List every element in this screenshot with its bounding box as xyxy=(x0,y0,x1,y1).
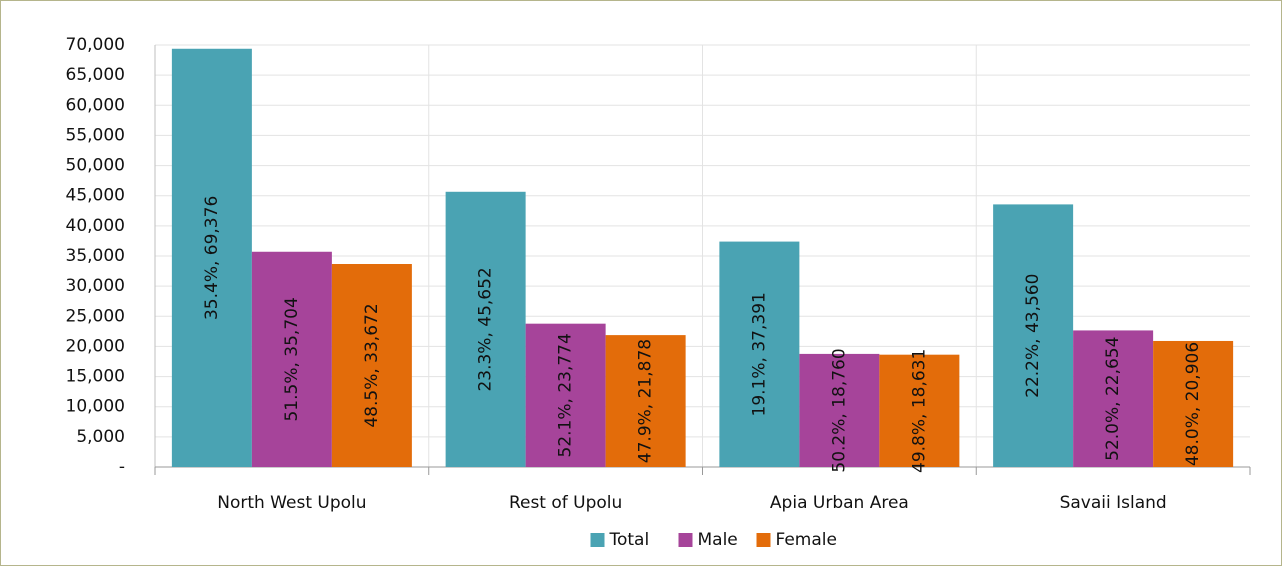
data-label: 50.2%, 18,760 xyxy=(829,348,849,472)
x-tick-label: Apia Urban Area xyxy=(770,493,909,513)
bar xyxy=(1073,330,1154,467)
x-tick-label: Rest of Upolu xyxy=(509,493,622,513)
y-tick-label: 50,000 xyxy=(66,156,125,176)
legend-swatch xyxy=(590,533,605,547)
bar xyxy=(799,353,880,467)
x-tick-label: Savaii Island xyxy=(1060,493,1167,513)
y-tick-label: 60,000 xyxy=(66,95,125,115)
data-label: 52.1%, 23,774 xyxy=(556,333,576,457)
bar xyxy=(993,204,1074,467)
bar xyxy=(251,251,332,467)
legend-swatch xyxy=(678,533,693,547)
y-tick-label: 55,000 xyxy=(66,125,125,145)
legend-swatch xyxy=(756,533,771,547)
x-tick-label: North West Upolu xyxy=(217,493,366,513)
data-label: 47.9%, 21,878 xyxy=(636,339,656,463)
data-label: 19.1%, 37,391 xyxy=(749,292,769,416)
data-label: 23.3%, 45,652 xyxy=(476,267,496,391)
data-label: 22.2%, 43,560 xyxy=(1023,274,1043,398)
y-tick-label: 35,000 xyxy=(66,246,125,266)
bar xyxy=(171,48,252,467)
y-tick-label: 15,000 xyxy=(66,367,125,387)
y-tick-label: 65,000 xyxy=(66,65,125,85)
y-tick-label: 30,000 xyxy=(66,276,125,296)
bar xyxy=(879,354,960,467)
bar xyxy=(605,335,686,467)
y-tick-label: 45,000 xyxy=(66,186,125,206)
data-label: 48.0%, 20,906 xyxy=(1183,342,1203,466)
y-tick-label: 20,000 xyxy=(66,336,125,356)
legend-label: Total xyxy=(609,530,650,550)
y-tick-label: - xyxy=(119,457,125,477)
data-label: 51.5%, 35,704 xyxy=(282,297,302,421)
y-tick-label: 5,000 xyxy=(76,427,125,447)
bar xyxy=(525,323,606,467)
data-label: 35.4%, 69,376 xyxy=(202,196,222,320)
data-label: 52.0%, 22,654 xyxy=(1103,337,1123,461)
bar xyxy=(331,264,412,467)
legend-label: Male xyxy=(698,530,738,550)
y-tick-label: 40,000 xyxy=(66,216,125,236)
bar xyxy=(1153,340,1234,467)
bar xyxy=(445,191,526,467)
data-label: 48.5%, 33,672 xyxy=(362,303,382,427)
data-label: 49.8%, 18,631 xyxy=(909,349,929,473)
bar xyxy=(719,241,800,467)
y-tick-label: 25,000 xyxy=(66,306,125,326)
y-tick-label: 10,000 xyxy=(66,397,125,417)
y-tick-label: 70,000 xyxy=(66,35,125,55)
legend-label: Female xyxy=(776,530,837,550)
